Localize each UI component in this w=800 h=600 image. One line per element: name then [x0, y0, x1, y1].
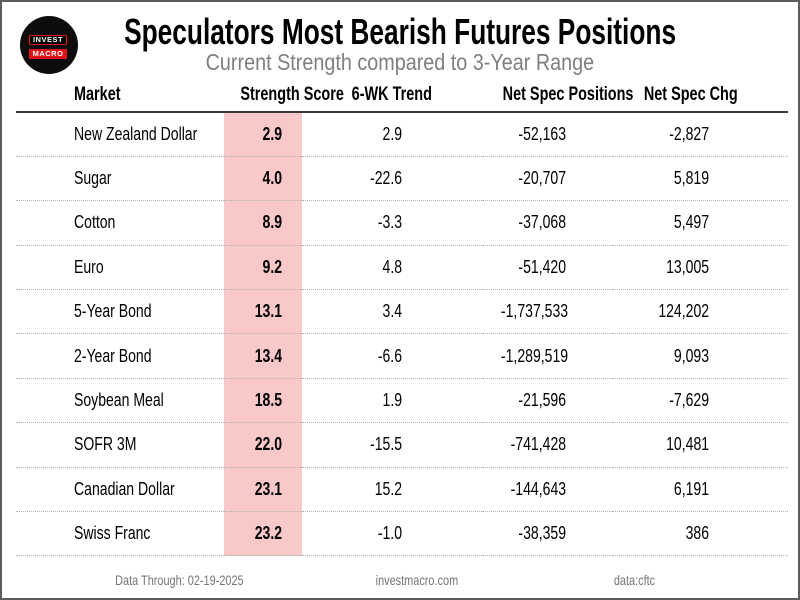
table-row: SOFR 3M 22.0 -15.5 -741,428 10,481: [16, 422, 788, 468]
table-row: Euro 9.2 4.8 -51,420 13,005: [16, 245, 788, 291]
logo-invest-label: INVEST: [29, 35, 67, 45]
column-header-strength-score: Strength Score: [224, 84, 344, 113]
trend-cell: -15.5: [302, 422, 482, 468]
investmacro-logo: INVEST MACRO: [20, 16, 78, 74]
market-cell: Soybean Meal: [16, 378, 224, 424]
table-row: 2-Year Bond 13.4 -6.6 -1,289,519 9,093: [16, 333, 788, 379]
table-row: Soybean Meal 18.5 1.9 -21,596 -7,629: [16, 378, 788, 424]
trend-cell: -1.0: [302, 511, 482, 557]
trend-cell: 15.2: [302, 467, 482, 513]
positions-table: Market Strength Score 6-WK Trend Net Spe…: [16, 84, 788, 557]
net-positions-cell: -38,359: [482, 511, 612, 557]
footer-data-through: Data Through: 02-19-2025: [114, 572, 244, 588]
net-chg-cell: 124,202: [612, 289, 788, 335]
trend-cell: 2.9: [302, 112, 482, 157]
score-cell: 2.9: [224, 112, 302, 157]
net-chg-cell: 10,481: [612, 422, 788, 468]
page-title: Speculators Most Bearish Futures Positio…: [123, 11, 676, 52]
net-positions-cell: -1,737,533: [482, 289, 612, 335]
score-cell: 8.9: [224, 200, 302, 246]
score-cell: 18.5: [224, 378, 302, 424]
market-cell: 5-Year Bond: [16, 289, 224, 335]
net-positions-cell: -20,707: [482, 156, 612, 202]
net-positions-cell: -741,428: [482, 422, 612, 468]
market-cell: New Zealand Dollar: [16, 112, 224, 157]
score-cell: 4.0: [224, 156, 302, 202]
score-cell: 13.1: [224, 289, 302, 335]
trend-cell: 1.9: [302, 378, 482, 424]
table-row: Sugar 4.0 -22.6 -20,707 5,819: [16, 156, 788, 202]
score-cell: 22.0: [224, 422, 302, 468]
net-positions-cell: -51,420: [482, 245, 612, 291]
score-cell: 23.2: [224, 511, 302, 557]
table-row: Swiss Franc 23.2 -1.0 -38,359 386: [16, 511, 788, 557]
trend-cell: -3.3: [302, 200, 482, 246]
table-header-row: Market Strength Score 6-WK Trend Net Spe…: [16, 84, 788, 113]
market-cell: Canadian Dollar: [16, 467, 224, 513]
net-chg-cell: 5,819: [612, 156, 788, 202]
net-positions-cell: -144,643: [482, 467, 612, 513]
net-positions-cell: -21,596: [482, 378, 612, 424]
footer-data-source: data:cftc: [613, 572, 655, 588]
footer-website: investmacro.com: [375, 572, 459, 588]
column-header-market: Market: [16, 84, 224, 113]
score-cell: 23.1: [224, 467, 302, 513]
logo-macro-label: MACRO: [29, 49, 67, 59]
market-cell: 2-Year Bond: [16, 333, 224, 379]
table-row: 5-Year Bond 13.1 3.4 -1,737,533 124,202: [16, 289, 788, 335]
table-row: Canadian Dollar 23.1 15.2 -144,643 6,191: [16, 467, 788, 513]
net-positions-cell: -52,163: [482, 112, 612, 157]
net-chg-cell: 6,191: [612, 467, 788, 513]
score-cell: 13.4: [224, 333, 302, 379]
net-chg-cell: 386: [612, 511, 788, 557]
table-row: Cotton 8.9 -3.3 -37,068 5,497: [16, 200, 788, 246]
column-header-net-spec-positions: Net Spec Positions: [482, 84, 633, 113]
page-subtitle: Current Strength compared to 3-Year Rang…: [205, 49, 595, 75]
market-cell: Swiss Franc: [16, 511, 224, 557]
net-chg-cell: -2,827: [612, 112, 788, 157]
column-header-6wk-trend: 6-WK Trend: [302, 84, 482, 113]
market-cell: Sugar: [16, 156, 224, 202]
trend-cell: -22.6: [302, 156, 482, 202]
trend-cell: -6.6: [302, 333, 482, 379]
net-positions-cell: -1,289,519: [482, 333, 612, 379]
market-cell: Cotton: [16, 200, 224, 246]
net-chg-cell: 9,093: [612, 333, 788, 379]
column-header-net-spec-chg: Net Spec Chg: [612, 84, 788, 113]
net-chg-cell: -7,629: [612, 378, 788, 424]
net-chg-cell: 5,497: [612, 200, 788, 246]
trend-cell: 3.4: [302, 289, 482, 335]
net-positions-cell: -37,068: [482, 200, 612, 246]
market-cell: Euro: [16, 245, 224, 291]
score-cell: 9.2: [224, 245, 302, 291]
market-cell: SOFR 3M: [16, 422, 224, 468]
trend-cell: 4.8: [302, 245, 482, 291]
table-row: New Zealand Dollar 2.9 2.9 -52,163 -2,82…: [16, 112, 788, 157]
net-chg-cell: 13,005: [612, 245, 788, 291]
